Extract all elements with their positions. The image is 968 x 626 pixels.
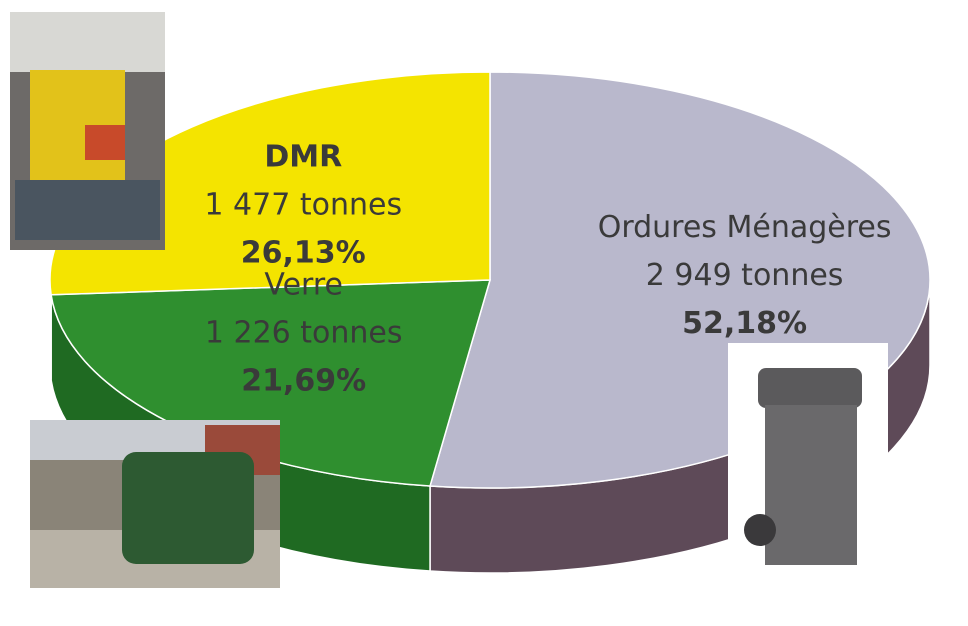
value-label: 1 226 tonnes xyxy=(205,315,403,350)
slice-name: Ordures Ménagères xyxy=(598,210,892,245)
percent-label: 52,18% xyxy=(682,306,807,341)
slice-name: DMR xyxy=(264,140,342,175)
value-label: 1 477 tonnes xyxy=(204,188,402,223)
slice-name: Verre xyxy=(264,267,343,302)
photo-bin xyxy=(728,343,888,583)
photo-verre xyxy=(30,420,280,588)
photo-dmr xyxy=(10,12,165,250)
value-label: 2 949 tonnes xyxy=(646,258,844,293)
percent-label: 21,69% xyxy=(241,363,366,398)
percent-label: 26,13% xyxy=(241,236,366,271)
chart: Ordures Ménagères 2 949 tonnes 52,18% Verre… xyxy=(0,0,968,626)
